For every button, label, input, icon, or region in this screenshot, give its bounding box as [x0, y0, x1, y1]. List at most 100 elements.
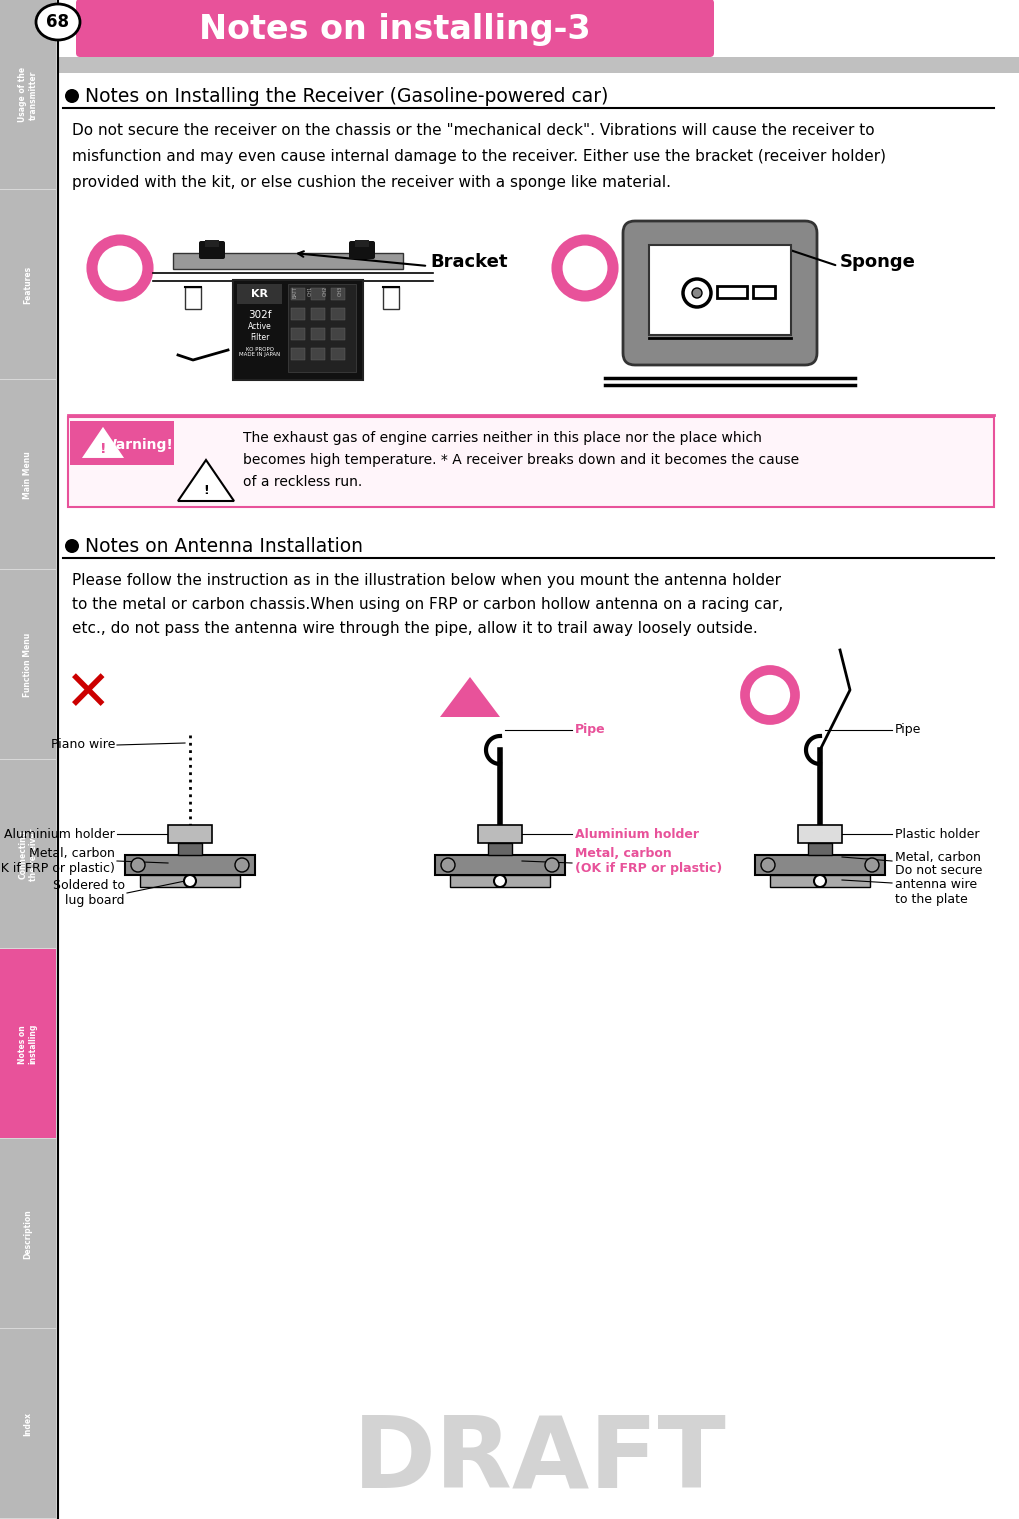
Text: Pipe: Pipe: [895, 723, 921, 737]
Bar: [185, 287, 201, 308]
Bar: [173, 254, 403, 269]
Bar: [0, 570, 56, 758]
FancyBboxPatch shape: [348, 242, 375, 260]
Bar: [0, 0, 56, 188]
Bar: [488, 843, 512, 855]
FancyBboxPatch shape: [623, 220, 817, 365]
Bar: [311, 289, 325, 299]
Bar: [755, 855, 884, 875]
Text: Plastic holder: Plastic holder: [895, 828, 979, 840]
Text: !: !: [203, 485, 209, 498]
Bar: [0, 1329, 56, 1517]
Text: provided with the kit, or else cushion the receiver with a sponge like material.: provided with the kit, or else cushion t…: [72, 175, 671, 190]
Text: Notes on Installing the Receiver (Gasoline-powered car): Notes on Installing the Receiver (Gasoli…: [85, 87, 608, 105]
Circle shape: [494, 875, 506, 887]
Text: Please follow the instruction as in the illustration below when you mount the an: Please follow the instruction as in the …: [72, 573, 781, 588]
Text: !: !: [100, 442, 106, 456]
Text: becomes high temperature. * A receiver breaks down and it becomes the cause: becomes high temperature. * A receiver b…: [243, 453, 799, 466]
Text: 302f: 302f: [249, 310, 272, 321]
Circle shape: [761, 858, 775, 872]
Text: Bracket: Bracket: [430, 254, 507, 270]
FancyBboxPatch shape: [76, 0, 714, 58]
Text: to the metal or carbon chassis.When using on FRP or carbon hollow antenna on a r: to the metal or carbon chassis.When usin…: [72, 597, 784, 612]
Bar: [808, 843, 832, 855]
FancyBboxPatch shape: [199, 242, 225, 260]
Bar: [68, 418, 994, 507]
Text: Aluminium holder: Aluminium holder: [575, 828, 699, 840]
Circle shape: [65, 539, 79, 553]
Text: of a reckless run.: of a reckless run.: [243, 475, 362, 489]
Text: Aluminium holder: Aluminium holder: [4, 828, 115, 840]
Text: Metal, carbon
(OK if FRP or plastic): Metal, carbon (OK if FRP or plastic): [575, 848, 722, 875]
Bar: [753, 286, 775, 298]
Text: Metal, carbon: Metal, carbon: [895, 851, 981, 863]
Bar: [331, 348, 345, 360]
Circle shape: [814, 875, 826, 887]
FancyBboxPatch shape: [70, 421, 174, 465]
Text: Features: Features: [23, 266, 33, 304]
Text: CH2: CH2: [322, 286, 327, 296]
Bar: [237, 284, 282, 304]
Bar: [478, 825, 522, 843]
Bar: [649, 245, 791, 336]
Bar: [331, 289, 345, 299]
Bar: [0, 1139, 56, 1328]
Text: Do not secure the receiver on the chassis or the "mechanical deck". Vibrations w: Do not secure the receiver on the chassi…: [72, 123, 874, 138]
Text: Usage of the
transmitter: Usage of the transmitter: [18, 67, 38, 123]
Text: Do not secure
antenna wire
to the plate: Do not secure antenna wire to the plate: [895, 863, 982, 907]
Bar: [383, 287, 399, 308]
Text: KR: KR: [252, 289, 268, 299]
Bar: [140, 875, 240, 887]
Bar: [311, 328, 325, 340]
Bar: [311, 308, 325, 321]
Text: Pipe: Pipe: [575, 723, 605, 737]
Text: CH1: CH1: [308, 286, 313, 296]
Text: The exhaust gas of engine carries neither in this place nor the place which: The exhaust gas of engine carries neithe…: [243, 431, 762, 445]
Text: Warning!: Warning!: [102, 437, 174, 453]
Bar: [205, 240, 219, 248]
Text: Notes on Antenna Installation: Notes on Antenna Installation: [85, 536, 363, 556]
Text: DRAFT: DRAFT: [353, 1411, 727, 1508]
Circle shape: [184, 875, 196, 887]
Bar: [331, 308, 345, 321]
Bar: [291, 289, 305, 299]
Text: Index: Index: [23, 1413, 33, 1435]
Text: ✕: ✕: [65, 668, 111, 722]
Text: Connecting
the receiver: Connecting the receiver: [18, 828, 38, 881]
Bar: [798, 825, 842, 843]
Text: Metal, carbon
(OK if FRP or plastic): Metal, carbon (OK if FRP or plastic): [0, 848, 115, 875]
Bar: [291, 348, 305, 360]
Bar: [770, 875, 870, 887]
Text: Notes on
installing: Notes on installing: [18, 1024, 38, 1065]
Text: BATT: BATT: [292, 286, 298, 298]
Text: Function Menu: Function Menu: [23, 632, 33, 697]
Circle shape: [235, 858, 249, 872]
Polygon shape: [178, 460, 234, 501]
Bar: [311, 348, 325, 360]
Text: Description: Description: [23, 1209, 33, 1259]
Ellipse shape: [36, 5, 81, 39]
Bar: [291, 328, 305, 340]
Bar: [233, 279, 363, 380]
Text: Main Menu: Main Menu: [23, 451, 33, 498]
Text: Notes on installing-3: Notes on installing-3: [199, 12, 591, 46]
Circle shape: [441, 858, 455, 872]
Bar: [717, 286, 747, 298]
Text: CH3: CH3: [337, 286, 342, 296]
Bar: [435, 855, 565, 875]
Circle shape: [865, 858, 879, 872]
Circle shape: [545, 858, 559, 872]
Text: KO PROPO
MADE IN JAPAN: KO PROPO MADE IN JAPAN: [239, 346, 280, 357]
Bar: [450, 875, 550, 887]
Bar: [288, 284, 356, 372]
Text: 68: 68: [47, 14, 69, 30]
Bar: [355, 240, 369, 248]
Bar: [58, 58, 1019, 73]
Text: etc., do not pass the antenna wire through the pipe, allow it to trail away loos: etc., do not pass the antenna wire throu…: [72, 621, 758, 636]
Bar: [178, 843, 202, 855]
Bar: [0, 760, 56, 948]
Circle shape: [131, 858, 145, 872]
Text: Sponge: Sponge: [840, 254, 916, 270]
Bar: [0, 190, 56, 378]
Text: Piano wire: Piano wire: [51, 738, 115, 752]
